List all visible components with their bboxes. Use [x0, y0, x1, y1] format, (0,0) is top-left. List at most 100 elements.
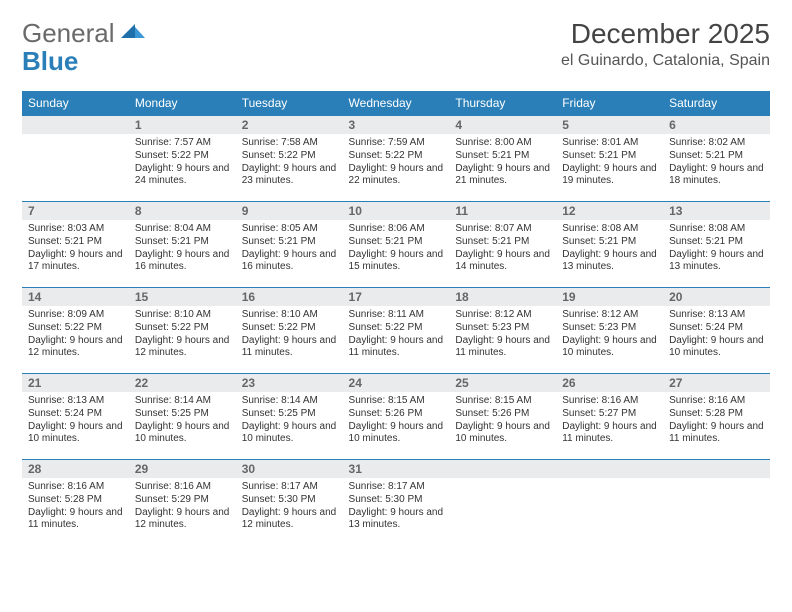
- calendar-cell: 27Sunrise: 8:16 AMSunset: 5:28 PMDayligh…: [663, 374, 770, 460]
- logo-mark-icon: [121, 18, 147, 49]
- day-number: 19: [556, 288, 663, 306]
- calendar-cell: 24Sunrise: 8:15 AMSunset: 5:26 PMDayligh…: [343, 374, 450, 460]
- day-number: 25: [449, 374, 556, 392]
- calendar-cell: [22, 116, 129, 202]
- day-number: 22: [129, 374, 236, 392]
- day-body: Sunrise: 8:17 AMSunset: 5:30 PMDaylight:…: [236, 478, 343, 536]
- day-number: 31: [343, 460, 450, 478]
- day-body: Sunrise: 8:12 AMSunset: 5:23 PMDaylight:…: [556, 306, 663, 364]
- calendar-cell: 19Sunrise: 8:12 AMSunset: 5:23 PMDayligh…: [556, 288, 663, 374]
- calendar-cell: 22Sunrise: 8:14 AMSunset: 5:25 PMDayligh…: [129, 374, 236, 460]
- calendar-cell: 4Sunrise: 8:00 AMSunset: 5:21 PMDaylight…: [449, 116, 556, 202]
- day-number: 29: [129, 460, 236, 478]
- day-body: Sunrise: 7:58 AMSunset: 5:22 PMDaylight:…: [236, 134, 343, 192]
- calendar-cell: 10Sunrise: 8:06 AMSunset: 5:21 PMDayligh…: [343, 202, 450, 288]
- day-number: 14: [22, 288, 129, 306]
- day-body: Sunrise: 8:07 AMSunset: 5:21 PMDaylight:…: [449, 220, 556, 278]
- day-body: Sunrise: 8:04 AMSunset: 5:21 PMDaylight:…: [129, 220, 236, 278]
- day-header: Wednesday: [343, 91, 450, 116]
- day-header: Monday: [129, 91, 236, 116]
- logo-text-blue: Blue: [22, 46, 78, 77]
- day-body: Sunrise: 8:16 AMSunset: 5:28 PMDaylight:…: [22, 478, 129, 536]
- calendar-cell: [556, 460, 663, 546]
- day-number: 26: [556, 374, 663, 392]
- day-number: 23: [236, 374, 343, 392]
- calendar-cell: 20Sunrise: 8:13 AMSunset: 5:24 PMDayligh…: [663, 288, 770, 374]
- day-number: 9: [236, 202, 343, 220]
- calendar-row: 1Sunrise: 7:57 AMSunset: 5:22 PMDaylight…: [22, 116, 770, 202]
- day-header: Sunday: [22, 91, 129, 116]
- calendar-cell: 7Sunrise: 8:03 AMSunset: 5:21 PMDaylight…: [22, 202, 129, 288]
- day-body: Sunrise: 8:15 AMSunset: 5:26 PMDaylight:…: [449, 392, 556, 450]
- day-number: 16: [236, 288, 343, 306]
- calendar-cell: 29Sunrise: 8:16 AMSunset: 5:29 PMDayligh…: [129, 460, 236, 546]
- day-number: 24: [343, 374, 450, 392]
- calendar-cell: 1Sunrise: 7:57 AMSunset: 5:22 PMDaylight…: [129, 116, 236, 202]
- day-body: Sunrise: 8:15 AMSunset: 5:26 PMDaylight:…: [343, 392, 450, 450]
- calendar-cell: 14Sunrise: 8:09 AMSunset: 5:22 PMDayligh…: [22, 288, 129, 374]
- calendar-cell: 13Sunrise: 8:08 AMSunset: 5:21 PMDayligh…: [663, 202, 770, 288]
- calendar-cell: 17Sunrise: 8:11 AMSunset: 5:22 PMDayligh…: [343, 288, 450, 374]
- calendar-cell: 15Sunrise: 8:10 AMSunset: 5:22 PMDayligh…: [129, 288, 236, 374]
- calendar-cell: [663, 460, 770, 546]
- day-body: Sunrise: 8:14 AMSunset: 5:25 PMDaylight:…: [236, 392, 343, 450]
- day-number: 21: [22, 374, 129, 392]
- day-body: Sunrise: 8:13 AMSunset: 5:24 PMDaylight:…: [22, 392, 129, 450]
- logo-text-general: General: [22, 18, 115, 49]
- day-number: 1: [129, 116, 236, 134]
- calendar-cell: 23Sunrise: 8:14 AMSunset: 5:25 PMDayligh…: [236, 374, 343, 460]
- day-body: Sunrise: 8:10 AMSunset: 5:22 PMDaylight:…: [236, 306, 343, 364]
- day-number: 10: [343, 202, 450, 220]
- day-body: Sunrise: 8:02 AMSunset: 5:21 PMDaylight:…: [663, 134, 770, 192]
- calendar-cell: 11Sunrise: 8:07 AMSunset: 5:21 PMDayligh…: [449, 202, 556, 288]
- calendar-cell: 6Sunrise: 8:02 AMSunset: 5:21 PMDaylight…: [663, 116, 770, 202]
- day-number: 18: [449, 288, 556, 306]
- empty-day-bar: [22, 116, 129, 134]
- calendar-cell: 8Sunrise: 8:04 AMSunset: 5:21 PMDaylight…: [129, 202, 236, 288]
- day-body: Sunrise: 8:03 AMSunset: 5:21 PMDaylight:…: [22, 220, 129, 278]
- day-body: Sunrise: 8:13 AMSunset: 5:24 PMDaylight:…: [663, 306, 770, 364]
- month-title: December 2025: [561, 18, 770, 50]
- day-body: Sunrise: 8:16 AMSunset: 5:27 PMDaylight:…: [556, 392, 663, 450]
- day-body: Sunrise: 8:06 AMSunset: 5:21 PMDaylight:…: [343, 220, 450, 278]
- calendar-row: 28Sunrise: 8:16 AMSunset: 5:28 PMDayligh…: [22, 460, 770, 546]
- day-header: Thursday: [449, 91, 556, 116]
- calendar-cell: 21Sunrise: 8:13 AMSunset: 5:24 PMDayligh…: [22, 374, 129, 460]
- calendar-cell: 3Sunrise: 7:59 AMSunset: 5:22 PMDaylight…: [343, 116, 450, 202]
- day-body: Sunrise: 8:17 AMSunset: 5:30 PMDaylight:…: [343, 478, 450, 536]
- calendar-cell: 12Sunrise: 8:08 AMSunset: 5:21 PMDayligh…: [556, 202, 663, 288]
- day-number: 30: [236, 460, 343, 478]
- calendar-cell: 31Sunrise: 8:17 AMSunset: 5:30 PMDayligh…: [343, 460, 450, 546]
- calendar-table: SundayMondayTuesdayWednesdayThursdayFrid…: [22, 91, 770, 546]
- day-number: 5: [556, 116, 663, 134]
- logo: General: [22, 18, 151, 49]
- day-body: Sunrise: 8:05 AMSunset: 5:21 PMDaylight:…: [236, 220, 343, 278]
- day-number: 8: [129, 202, 236, 220]
- day-body: Sunrise: 8:10 AMSunset: 5:22 PMDaylight:…: [129, 306, 236, 364]
- day-number: 2: [236, 116, 343, 134]
- day-body: Sunrise: 8:08 AMSunset: 5:21 PMDaylight:…: [663, 220, 770, 278]
- calendar-cell: 28Sunrise: 8:16 AMSunset: 5:28 PMDayligh…: [22, 460, 129, 546]
- day-body: Sunrise: 8:11 AMSunset: 5:22 PMDaylight:…: [343, 306, 450, 364]
- day-header: Saturday: [663, 91, 770, 116]
- day-number: 20: [663, 288, 770, 306]
- calendar-row: 14Sunrise: 8:09 AMSunset: 5:22 PMDayligh…: [22, 288, 770, 374]
- calendar-row: 21Sunrise: 8:13 AMSunset: 5:24 PMDayligh…: [22, 374, 770, 460]
- day-body: Sunrise: 8:16 AMSunset: 5:29 PMDaylight:…: [129, 478, 236, 536]
- day-body: Sunrise: 8:00 AMSunset: 5:21 PMDaylight:…: [449, 134, 556, 192]
- day-body: Sunrise: 8:08 AMSunset: 5:21 PMDaylight:…: [556, 220, 663, 278]
- day-header: Friday: [556, 91, 663, 116]
- day-body: Sunrise: 7:57 AMSunset: 5:22 PMDaylight:…: [129, 134, 236, 192]
- day-body: Sunrise: 8:12 AMSunset: 5:23 PMDaylight:…: [449, 306, 556, 364]
- day-body: Sunrise: 8:16 AMSunset: 5:28 PMDaylight:…: [663, 392, 770, 450]
- day-number: 28: [22, 460, 129, 478]
- day-of-week-row: SundayMondayTuesdayWednesdayThursdayFrid…: [22, 91, 770, 116]
- day-number: 17: [343, 288, 450, 306]
- day-body: Sunrise: 8:14 AMSunset: 5:25 PMDaylight:…: [129, 392, 236, 450]
- calendar-cell: 2Sunrise: 7:58 AMSunset: 5:22 PMDaylight…: [236, 116, 343, 202]
- empty-day-bar: [556, 460, 663, 478]
- calendar-cell: [449, 460, 556, 546]
- calendar-cell: 30Sunrise: 8:17 AMSunset: 5:30 PMDayligh…: [236, 460, 343, 546]
- title-block: December 2025 el Guinardo, Catalonia, Sp…: [561, 18, 770, 70]
- calendar-cell: 26Sunrise: 8:16 AMSunset: 5:27 PMDayligh…: [556, 374, 663, 460]
